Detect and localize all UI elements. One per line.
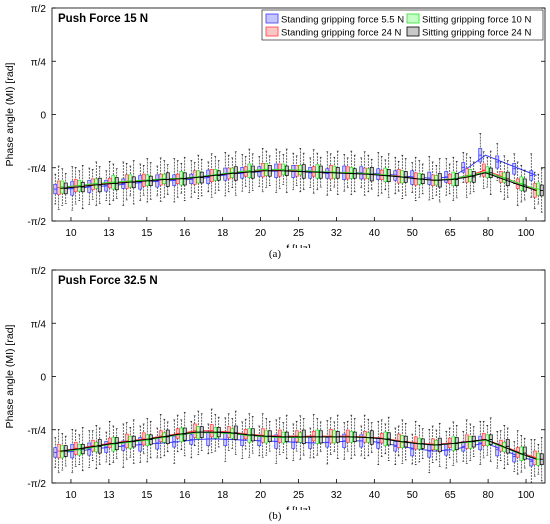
x-tick-label: 25 <box>293 490 305 501</box>
x-tick-label: 100 <box>518 490 535 501</box>
x-tick-label: 40 <box>369 490 381 501</box>
x-tick-label: 80 <box>483 490 495 501</box>
y-tick-label: -π/4 <box>27 164 46 175</box>
plot-area <box>51 269 546 484</box>
legend-swatch <box>265 13 279 24</box>
x-tick-label: 50 <box>407 490 419 501</box>
y-axis-label: Phase angle (MI) [rad] <box>4 324 16 428</box>
y-tick-label: -π/2 <box>27 217 46 228</box>
y-tick-label: -π/2 <box>27 479 46 490</box>
caption-b: (b) <box>268 510 282 522</box>
y-tick-label: π/4 <box>31 57 47 68</box>
y-tick-label: π/4 <box>31 319 47 330</box>
legend-label: Sitting gripping force 10 N <box>422 15 531 26</box>
x-tick-label: 15 <box>141 228 153 239</box>
series-3 <box>60 410 544 482</box>
y-axis-label: Phase angle (MI) [rad] <box>4 62 16 166</box>
chart-panel-b: -π/2 -π/4 0 π/4 π/2 10 13 15 16 18 20 25 32 40 50 65 80 1… <box>0 262 550 524</box>
x-tick-label: 100 <box>518 228 535 239</box>
chart-b: -π/2 -π/4 0 π/4 π/2 10 13 15 16 18 20 25 32 40 50 65 80 1… <box>4 266 546 517</box>
y-tick-label: 0 <box>40 111 46 122</box>
x-tick-label: 13 <box>103 228 115 239</box>
x-tick-label: 32 <box>331 490 343 501</box>
chart-a: -π/2 -π/4 0 π/4 π/2 10 13 15 16 18 20 25 32 40 50 65 80 1… <box>4 4 546 255</box>
legend: Standing gripping force 5.5 N Standing gr… <box>261 9 544 41</box>
x-tick-label: 20 <box>255 228 267 239</box>
x-tick-label: 25 <box>293 228 305 239</box>
x-tick-label: 18 <box>217 228 229 239</box>
x-tick-label: 18 <box>217 490 229 501</box>
x-tick-label: 16 <box>179 228 191 239</box>
x-tick-label: 15 <box>141 490 153 501</box>
x-tick-label: 50 <box>407 228 419 239</box>
legend-label: Standing gripping force 5.5 N <box>281 15 404 26</box>
caption-a: (a) <box>268 248 282 260</box>
y-tick-label: π/2 <box>31 4 47 15</box>
x-tick-label: 10 <box>65 228 77 239</box>
legend-swatch <box>406 13 420 24</box>
y-tick-label: -π/4 <box>27 426 46 437</box>
x-tick-label: 13 <box>103 490 115 501</box>
legend-box <box>261 9 544 41</box>
chart-panel-a: -π/2 -π/4 0 π/4 π/2 10 13 15 16 18 20 25 32 40 50 65 80 1… <box>4 4 546 260</box>
x-tick-label: 10 <box>65 490 77 501</box>
x-tick-label: 20 <box>255 490 267 501</box>
series-3 <box>60 148 544 213</box>
legend-swatch <box>265 26 279 37</box>
chart-title: Push Force 15 N <box>58 13 148 25</box>
x-tick-label: 16 <box>179 490 191 501</box>
y-tick-label: 0 <box>40 373 46 384</box>
x-tick-label: 40 <box>369 228 381 239</box>
legend-swatch <box>406 26 420 37</box>
median-line <box>60 170 537 191</box>
chart-title: Push Force 32.5 N <box>58 275 158 287</box>
x-tick-label: 32 <box>331 228 343 239</box>
y-tick-label: π/2 <box>31 266 47 277</box>
x-tick-label: 65 <box>445 490 457 501</box>
x-tick-label: 80 <box>483 228 495 239</box>
legend-label: Standing gripping force 24 N <box>281 28 402 39</box>
median-line <box>60 431 537 460</box>
x-tick-label: 65 <box>445 228 457 239</box>
legend-label: Sitting gripping force 24 N <box>422 28 531 39</box>
